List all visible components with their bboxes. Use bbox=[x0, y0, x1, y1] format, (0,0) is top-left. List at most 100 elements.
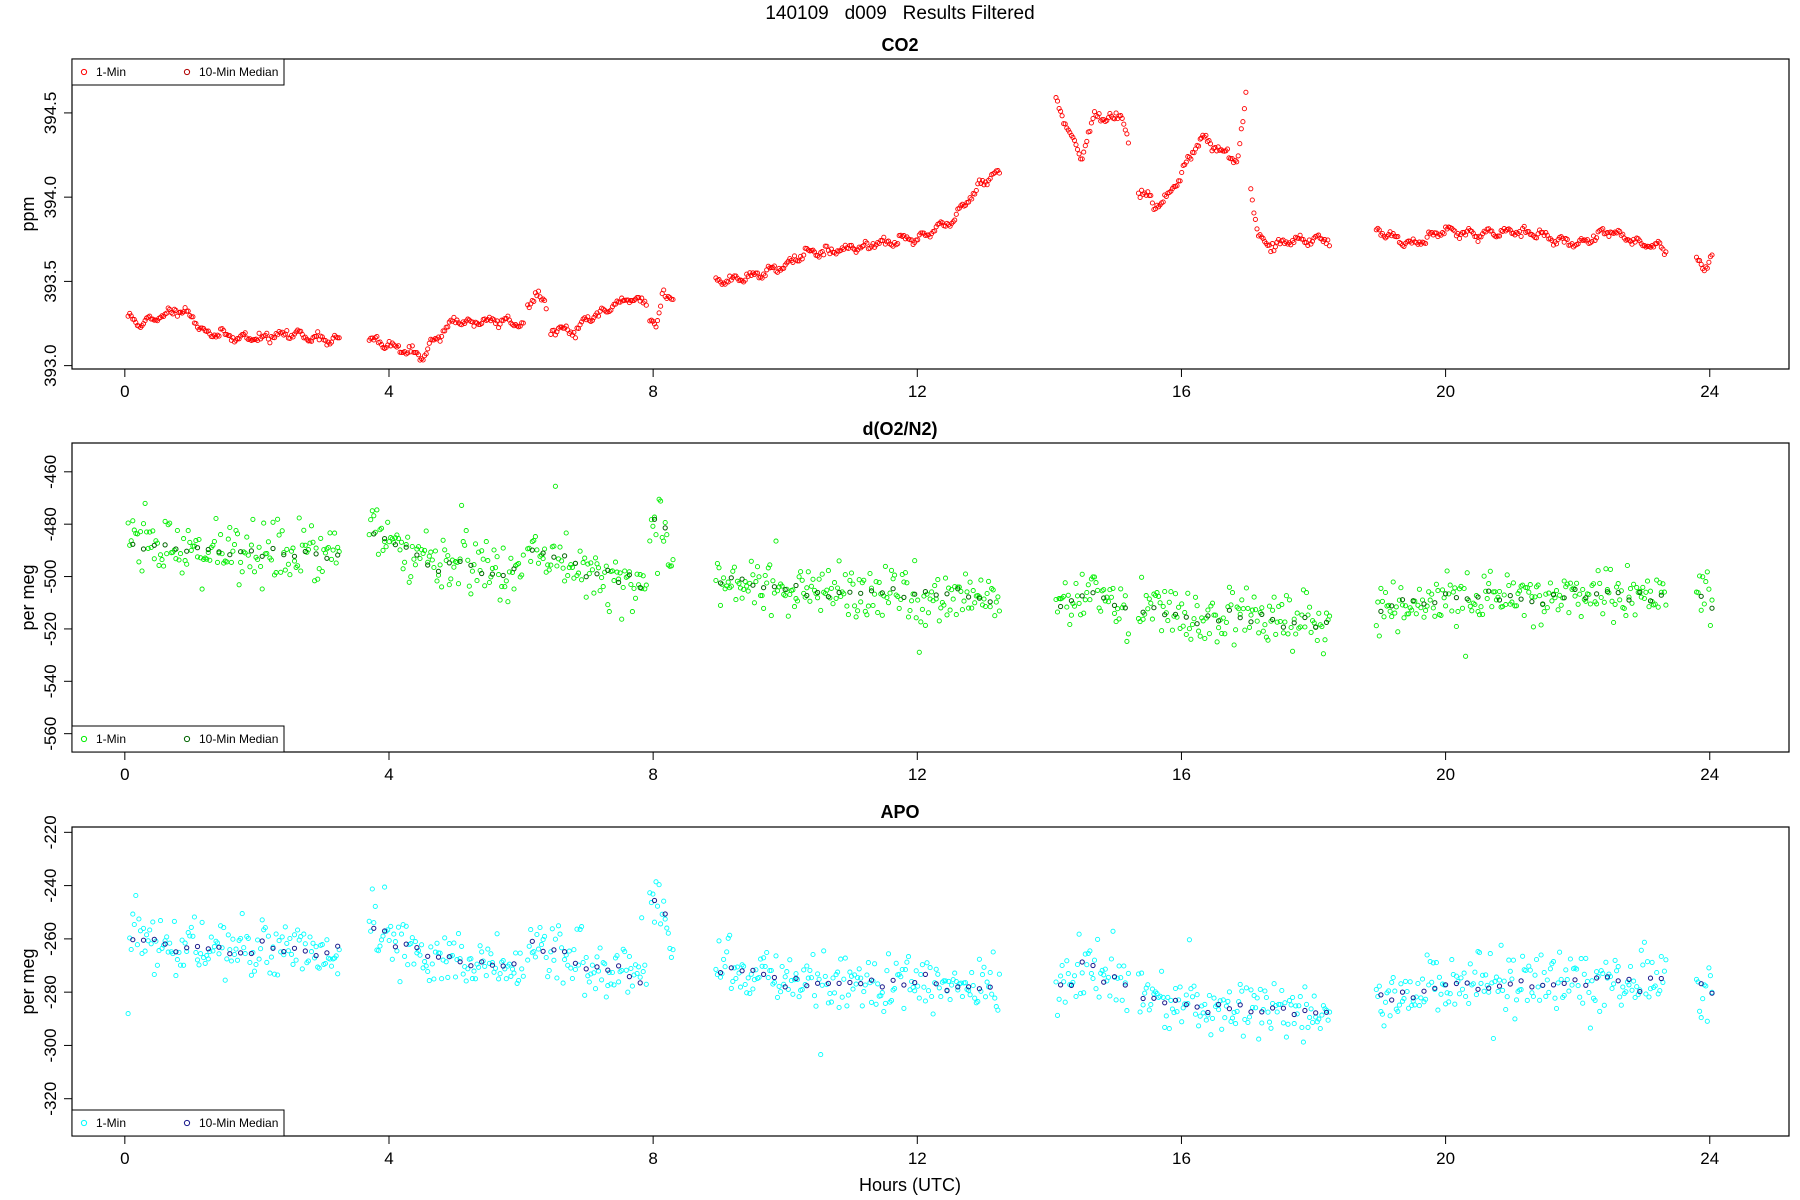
median-point bbox=[1421, 601, 1427, 607]
data-point bbox=[1572, 593, 1578, 599]
data-point bbox=[1517, 228, 1523, 235]
median-point bbox=[1518, 978, 1524, 984]
data-point bbox=[969, 196, 975, 202]
data-point bbox=[881, 1008, 887, 1015]
data-point bbox=[1182, 609, 1188, 616]
x-tick-label: 8 bbox=[648, 765, 657, 784]
y-tick-label: -520 bbox=[41, 612, 60, 646]
data-point bbox=[259, 586, 265, 592]
data-point bbox=[1375, 599, 1381, 605]
data-point bbox=[947, 223, 953, 229]
data-point bbox=[915, 237, 921, 243]
data-point bbox=[831, 990, 838, 996]
data-point bbox=[270, 519, 276, 525]
data-point bbox=[1237, 611, 1243, 617]
data-point bbox=[411, 556, 417, 562]
data-point bbox=[1118, 975, 1124, 981]
data-point bbox=[256, 330, 262, 336]
data-point bbox=[654, 318, 661, 324]
data-point bbox=[1307, 1014, 1313, 1020]
data-point bbox=[838, 247, 844, 253]
median-point bbox=[955, 586, 961, 592]
data-point bbox=[1283, 1034, 1289, 1040]
median-point bbox=[976, 986, 983, 992]
data-point bbox=[842, 955, 848, 961]
median-point bbox=[302, 948, 308, 954]
data-point bbox=[1558, 976, 1564, 982]
data-point bbox=[171, 918, 177, 924]
data-point bbox=[1570, 244, 1577, 250]
data-point bbox=[221, 925, 227, 931]
data-point bbox=[830, 975, 836, 981]
data-point bbox=[722, 964, 728, 970]
median-point bbox=[1172, 997, 1179, 1003]
median-point bbox=[173, 949, 179, 955]
data-point bbox=[784, 969, 790, 975]
data-point bbox=[1661, 251, 1667, 258]
data-point bbox=[1197, 1013, 1203, 1019]
data-point bbox=[429, 557, 435, 563]
data-point bbox=[1529, 594, 1535, 600]
data-point bbox=[377, 943, 383, 949]
data-point bbox=[378, 342, 385, 348]
data-point bbox=[279, 934, 285, 940]
data-point bbox=[177, 551, 184, 557]
median-point bbox=[976, 595, 983, 601]
data-point bbox=[526, 943, 532, 949]
data-point bbox=[454, 560, 460, 566]
legend-entry: 10-Min Median bbox=[199, 732, 278, 746]
data-point bbox=[664, 532, 670, 538]
data-point bbox=[805, 569, 811, 575]
data-point bbox=[1105, 974, 1111, 980]
data-point bbox=[919, 606, 925, 612]
data-point bbox=[207, 557, 213, 563]
data-point bbox=[1065, 592, 1071, 598]
data-point bbox=[469, 976, 475, 982]
data-point bbox=[1188, 986, 1194, 992]
median-point bbox=[1443, 982, 1449, 988]
data-point bbox=[233, 946, 239, 952]
data-point bbox=[574, 926, 580, 932]
data-point bbox=[1096, 111, 1102, 117]
data-point bbox=[733, 975, 739, 982]
data-point bbox=[543, 306, 549, 312]
data-point bbox=[1122, 593, 1128, 599]
median-point bbox=[1280, 624, 1287, 630]
data-point bbox=[1637, 238, 1643, 244]
data-point bbox=[761, 955, 767, 961]
data-point bbox=[1386, 988, 1392, 994]
median-point bbox=[479, 959, 485, 965]
data-point bbox=[905, 614, 912, 620]
data-point bbox=[540, 556, 546, 562]
data-point bbox=[1427, 959, 1433, 965]
data-point bbox=[245, 552, 251, 558]
data-point bbox=[1165, 618, 1171, 624]
data-point bbox=[1302, 984, 1308, 990]
data-point bbox=[1246, 1014, 1253, 1020]
data-point bbox=[629, 983, 635, 989]
data-point bbox=[1139, 970, 1145, 976]
data-point bbox=[1521, 612, 1527, 619]
median-point bbox=[216, 944, 222, 950]
data-point bbox=[1401, 996, 1407, 1002]
data-point bbox=[1426, 982, 1432, 988]
data-point bbox=[1273, 1003, 1279, 1009]
data-point bbox=[770, 578, 776, 584]
data-point bbox=[1095, 587, 1101, 593]
data-point bbox=[1111, 116, 1118, 122]
data-point bbox=[1071, 603, 1078, 609]
median-point bbox=[1111, 974, 1118, 980]
median-point bbox=[1529, 984, 1535, 990]
data-point bbox=[198, 951, 204, 957]
data-point bbox=[394, 948, 400, 954]
y-tick-label: 394.0 bbox=[41, 176, 60, 219]
data-point bbox=[864, 240, 870, 246]
data-point bbox=[324, 342, 330, 348]
data-point bbox=[452, 974, 459, 980]
median-point bbox=[1421, 988, 1427, 994]
data-point bbox=[563, 530, 569, 536]
median-point bbox=[1068, 982, 1075, 989]
data-point bbox=[1165, 994, 1171, 1000]
median-point bbox=[1658, 975, 1664, 982]
data-point bbox=[1487, 568, 1493, 574]
